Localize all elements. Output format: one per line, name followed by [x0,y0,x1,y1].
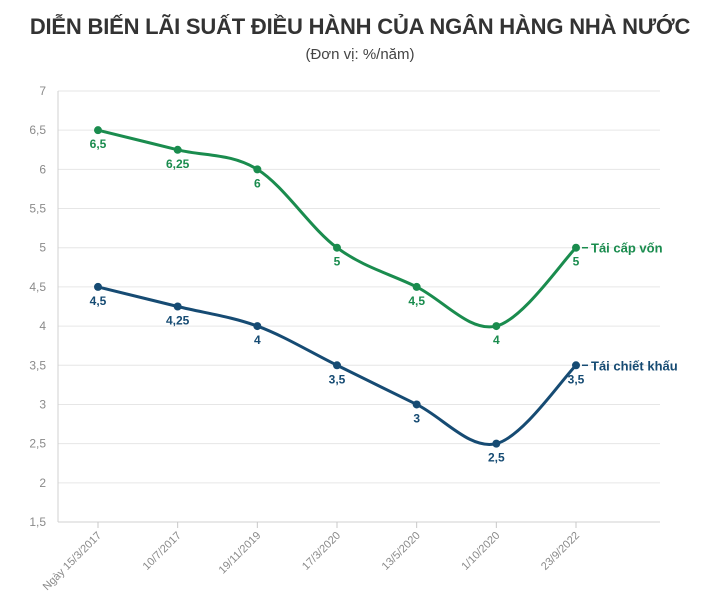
x-tick-label: 19/11/2019 [217,530,264,577]
y-tick-label: 2,5 [29,437,46,451]
y-tick-label: 1,5 [29,515,46,529]
chart-title: DIỄN BIẾN LÃI SUẤT ĐIỀU HÀNH CỦA NGÂN HÀ… [29,14,691,39]
data-point [572,243,580,252]
y-tick-label: 5,5 [29,202,46,216]
data-label: 6,25 [166,157,190,171]
data-label: 3,5 [329,372,346,386]
data-point [333,243,341,252]
data-point [492,322,501,331]
x-tick-label: Ngày 15/3/2017 [41,530,104,593]
data-point [253,322,262,331]
y-tick-label: 7 [39,84,46,98]
data-label: 2,5 [488,451,505,465]
data-point [412,400,421,409]
x-tick-label: 17/3/2020 [300,530,343,573]
data-label: 5 [334,255,341,269]
series-tai-chiet-khau: 4,5 4,25 4 3,5 3 2,5 3,5 Tái chiết khấu [90,282,678,465]
y-tick-label: 3 [39,397,46,411]
y-gridlines [58,90,660,523]
y-tick-label: 6,5 [29,123,46,137]
x-axis: Ngày 15/3/2017 10/7/2017 19/11/2019 17/3/20… [41,521,660,593]
data-point [492,439,501,448]
data-point [333,361,341,370]
series-name-label: Tái cấp vốn [591,241,663,256]
series-name-label: Tái chiết khấu [591,358,678,373]
data-label: 3,5 [568,372,585,386]
data-label: 3 [413,411,420,425]
y-tick-label: 3,5 [29,358,46,372]
data-point [173,302,182,311]
series-tai-cap-von: 6,5 6,25 6 5 4,5 4 5 Tái cấp vốn [90,126,663,347]
data-label: 4,5 [408,294,425,308]
data-point [412,282,421,291]
data-label: 6 [254,176,261,190]
x-tick-label: 23/9/2022 [539,530,582,573]
y-tick-label: 4,5 [29,280,46,294]
x-tick-label: 13/5/2020 [380,530,423,573]
data-point [94,282,102,291]
y-tick-label: 6 [39,162,46,176]
data-label: 5 [573,255,580,269]
y-tick-label: 2 [39,476,46,490]
data-point [94,126,102,135]
series-group: 6,5 6,25 6 5 4,5 4 5 Tái cấp vốn 4,5 4,25 4 3,5 3 2,5… [90,126,678,465]
data-label: 4,5 [90,294,107,308]
y-tick-label: 5 [39,241,46,255]
data-label: 4,25 [166,314,190,328]
x-tick-label: 1/10/2020 [459,530,502,573]
data-point [173,145,182,154]
data-label: 4 [254,333,261,347]
data-label: 6,5 [90,137,107,151]
data-point [253,165,262,174]
x-tick-label: 10/7/2017 [141,530,184,573]
data-point [572,361,580,370]
y-tick-label: 4 [39,319,46,333]
y-axis: 1,5 2 2,5 3 3,5 4 4,5 5 5,5 6 6,5 7 [29,84,59,529]
chart-subtitle: (Đơn vị: %/năm) [305,46,415,63]
data-label: 4 [493,333,500,347]
